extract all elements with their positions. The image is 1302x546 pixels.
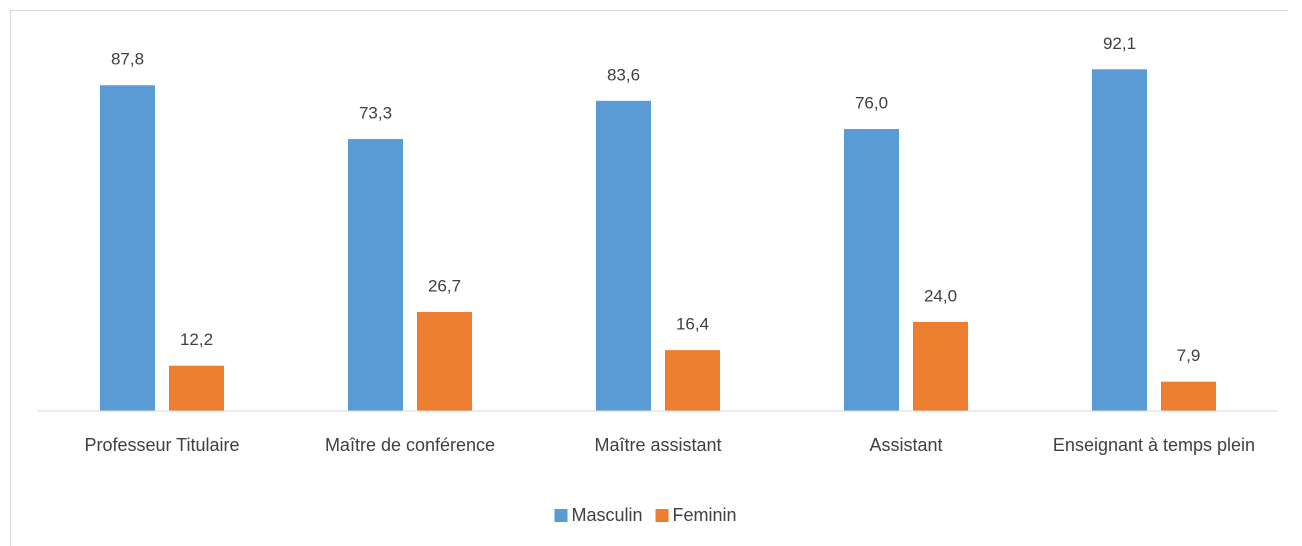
bar — [596, 100, 651, 412]
legend-label: Masculin — [572, 505, 643, 525]
bar — [844, 129, 899, 412]
bar — [1092, 69, 1147, 412]
bar — [1161, 381, 1216, 411]
legend-swatch — [554, 509, 568, 522]
data-label: 92,1 — [1103, 34, 1136, 53]
bar — [913, 321, 968, 411]
x-tick-label: Enseignant à temps plein — [1053, 435, 1255, 455]
legend-label: Feminin — [673, 505, 737, 525]
data-label: 87,8 — [111, 50, 144, 69]
x-tick-label: Professeur Titulaire — [84, 435, 239, 455]
data-label: 83,6 — [607, 65, 640, 84]
bar — [100, 85, 155, 412]
bar — [417, 311, 472, 411]
data-label: 26,7 — [428, 276, 461, 295]
data-label: 76,0 — [855, 94, 888, 113]
data-label: 24,0 — [924, 286, 957, 305]
x-tick-label: Assistant — [869, 435, 942, 455]
data-label: 7,9 — [1177, 346, 1201, 365]
x-tick-label: Maître de conférence — [325, 435, 495, 455]
x-tick-label: Maître assistant — [594, 435, 721, 455]
bar — [348, 139, 403, 411]
legend-swatch — [655, 509, 669, 522]
data-label: 12,2 — [180, 330, 213, 349]
data-label: 16,4 — [676, 315, 709, 334]
bar — [665, 350, 720, 411]
bar — [169, 365, 224, 411]
data-label: 73,3 — [359, 104, 392, 123]
chart-border — [10, 10, 1289, 546]
